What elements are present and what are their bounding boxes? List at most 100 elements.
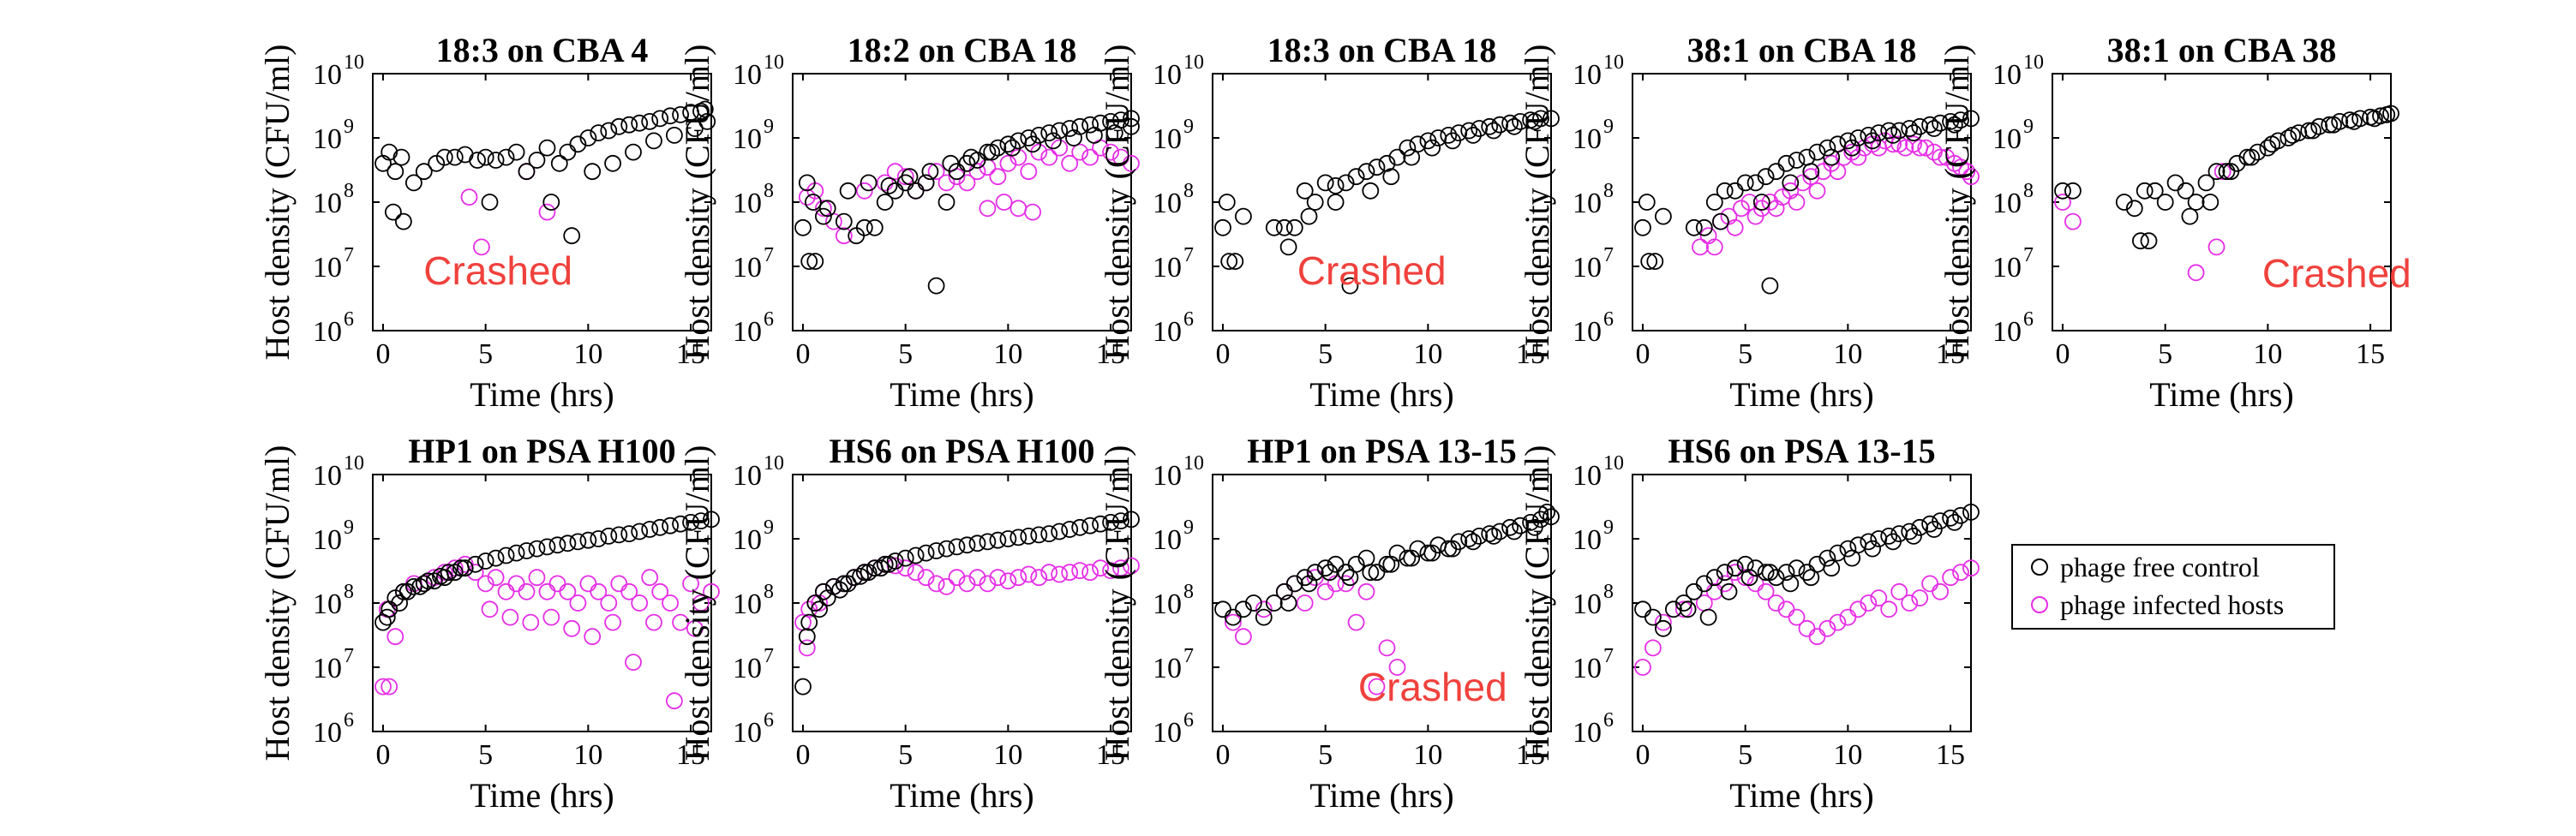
- control-point: [1757, 564, 1775, 582]
- control-point: [604, 154, 621, 172]
- series-control: [794, 511, 1140, 696]
- control-point: [1644, 608, 1662, 626]
- y-axis-label: Host density (CFU/ml): [1938, 45, 1976, 361]
- infected-point: [1767, 200, 1785, 218]
- infected-point: [1674, 600, 1692, 618]
- series-control: [1634, 110, 1980, 295]
- y-tick-exponent: 6: [764, 308, 774, 331]
- series-control: [374, 100, 716, 245]
- control-point: [1905, 124, 1922, 142]
- control-point: [1327, 194, 1345, 211]
- control-point: [487, 549, 505, 567]
- control-point: [1279, 238, 1297, 256]
- x-tick-label: 5: [898, 338, 913, 370]
- control-point: [404, 174, 422, 192]
- y-tick-label: 10: [1573, 653, 1602, 684]
- control-point: [487, 152, 505, 169]
- infected-point: [1102, 143, 1119, 161]
- control-point: [1864, 540, 1882, 558]
- infected-point: [604, 613, 621, 631]
- control-point: [901, 168, 919, 186]
- control-point: [392, 148, 410, 166]
- infected-point: [927, 163, 945, 181]
- control-point: [1245, 594, 1262, 612]
- control-point: [962, 148, 980, 166]
- y-tick-exponent: 10: [1183, 452, 1204, 475]
- control-point: [1752, 194, 1770, 211]
- control-point: [880, 176, 898, 194]
- control-point: [1403, 148, 1421, 166]
- x-tick-label: 10: [573, 739, 602, 771]
- control-point: [590, 124, 608, 142]
- control-point: [1726, 559, 1744, 577]
- control-point: [1925, 120, 1943, 137]
- y-tick-exponent: 10: [764, 51, 784, 74]
- control-point: [1716, 182, 1734, 200]
- control-point: [2284, 126, 2302, 144]
- control-point: [1880, 122, 1898, 140]
- control-point: [818, 589, 836, 606]
- control-point: [1071, 518, 1089, 536]
- y-tick-exponent: 10: [1603, 452, 1624, 475]
- infected-point: [1860, 594, 1878, 612]
- control-point: [2345, 112, 2363, 130]
- infected-point: [380, 678, 398, 696]
- infected-point: [1818, 619, 1836, 637]
- infected-point: [692, 594, 710, 612]
- control-point: [1382, 555, 1400, 573]
- control-point: [452, 559, 470, 577]
- infected-point: [927, 575, 945, 593]
- x-axis-label: Time (hrs): [1729, 375, 1874, 414]
- control-point: [800, 613, 818, 631]
- x-axis-label: Time (hrs): [890, 776, 1034, 815]
- x-tick-label: 15: [676, 739, 705, 771]
- y-tick-exponent: 6: [344, 308, 354, 331]
- control-point: [2300, 122, 2318, 140]
- control-point: [1020, 528, 1038, 545]
- control-point: [398, 582, 416, 600]
- x-tick-label: 15: [676, 338, 705, 370]
- control-point: [818, 200, 836, 218]
- control-point: [2177, 182, 2195, 200]
- infected-point: [798, 639, 816, 657]
- control-point: [1388, 148, 1406, 166]
- infected-point: [1020, 565, 1038, 583]
- control-point: [1065, 129, 1082, 146]
- control-point: [1465, 126, 1482, 144]
- x-axis-label: Time (hrs): [1729, 776, 1874, 815]
- control-point: [1522, 514, 1539, 531]
- control-point: [1235, 600, 1252, 618]
- infected-point: [896, 168, 914, 186]
- control-point: [1945, 514, 1963, 531]
- infected-point: [386, 628, 404, 646]
- control-point: [1543, 110, 1560, 128]
- y-tick-label: 10: [313, 717, 342, 749]
- control-point: [696, 100, 714, 118]
- control-point: [2140, 232, 2158, 250]
- y-tick-label: 10: [1573, 123, 1602, 155]
- y-tick-label: 10: [733, 653, 762, 684]
- control-point: [528, 540, 546, 558]
- control-point: [2263, 135, 2281, 153]
- control-point: [1777, 154, 1795, 172]
- control-point: [942, 154, 960, 172]
- control-point: [1040, 525, 1058, 542]
- control-point: [1942, 509, 1960, 527]
- control-point: [590, 530, 608, 547]
- y-tick-label: 10: [733, 717, 762, 749]
- control-point: [542, 194, 560, 211]
- series-control: [1214, 110, 1560, 295]
- control-point: [872, 559, 890, 577]
- infected-point: [651, 582, 669, 600]
- control-point: [497, 148, 515, 166]
- infected-point: [1061, 564, 1079, 582]
- infected-point: [476, 575, 494, 593]
- control-point: [1880, 528, 1898, 545]
- control-point: [1695, 218, 1713, 236]
- control-point: [548, 536, 566, 554]
- control-point: [1265, 218, 1283, 236]
- control-point: [394, 212, 412, 230]
- control-point: [641, 521, 659, 538]
